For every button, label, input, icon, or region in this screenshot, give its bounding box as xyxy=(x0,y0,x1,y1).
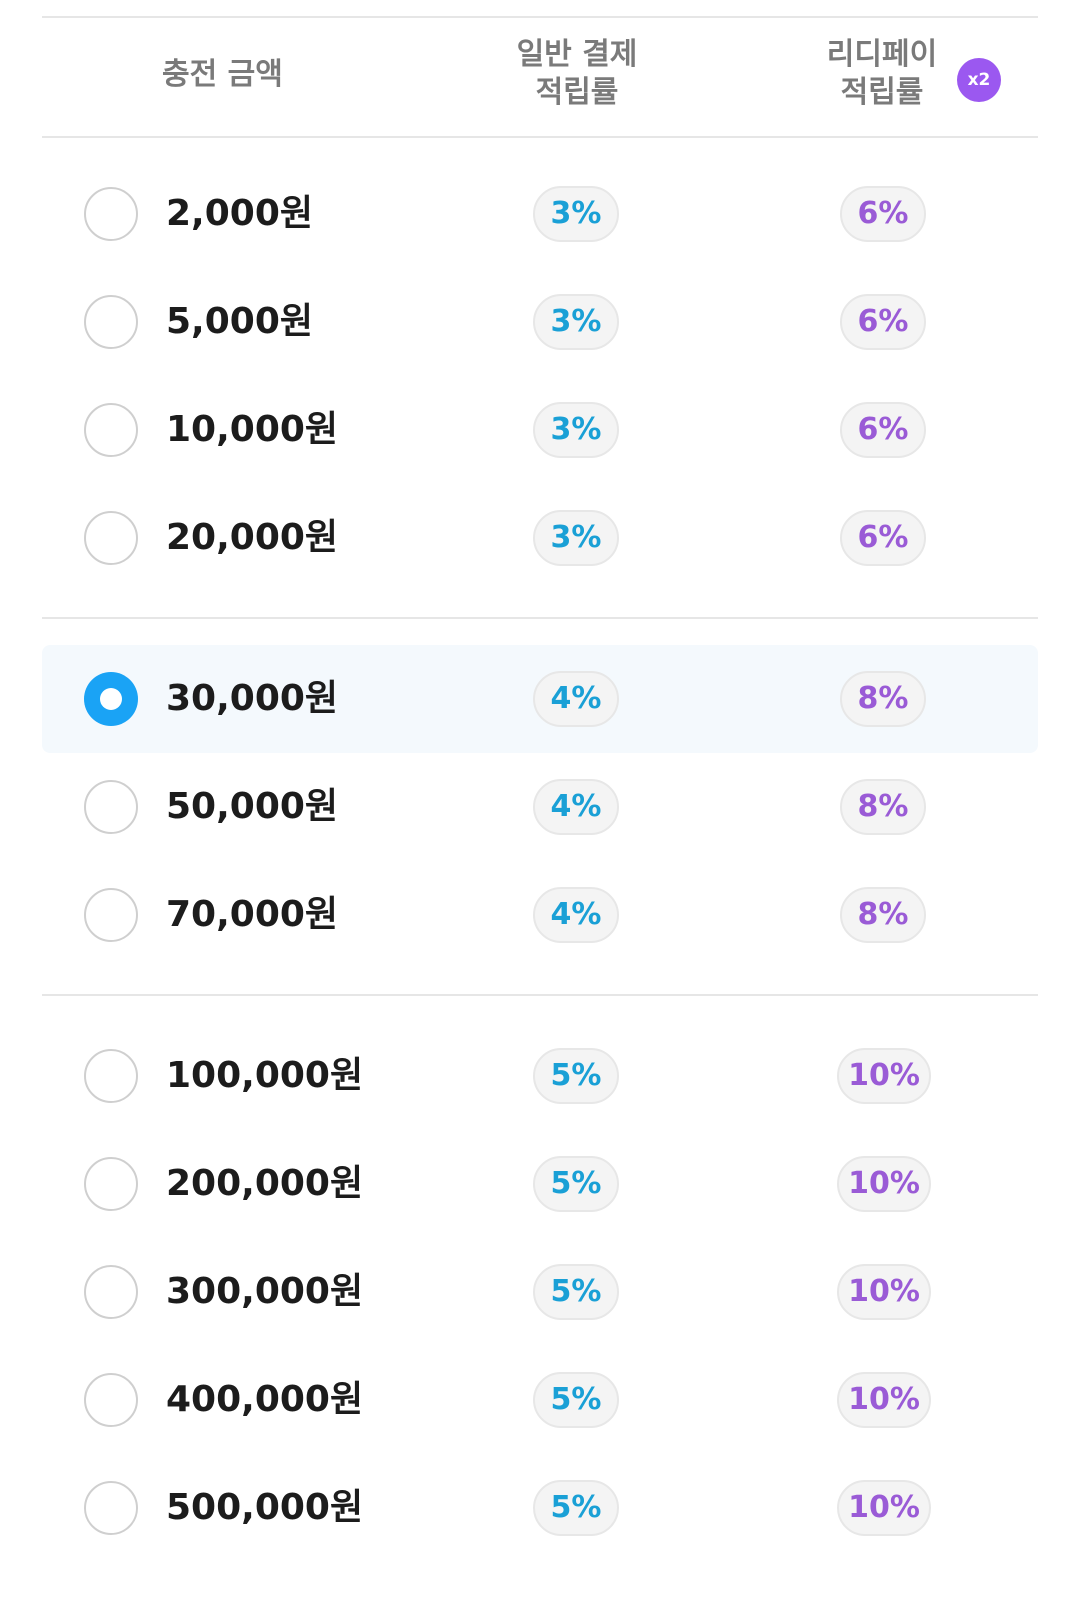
normal-rate-badge: 4% xyxy=(533,887,619,943)
amount-label: 2,000원 xyxy=(166,193,313,234)
charge-option-row[interactable]: 70,000원 4% 8% xyxy=(42,861,1038,969)
radio-button[interactable] xyxy=(84,1049,138,1103)
charge-option-row[interactable]: 10,000원 3% 6% xyxy=(42,376,1038,484)
ridipay-rate-badge: 6% xyxy=(840,510,926,566)
ridipay-rate-badge: 8% xyxy=(840,671,926,727)
ridipay-rate-badge: 8% xyxy=(840,887,926,943)
charge-option-row[interactable]: 5,000원 3% 6% xyxy=(42,268,1038,376)
normal-rate-badge: 4% xyxy=(533,671,619,727)
ridipay-rate-badge: 8% xyxy=(840,779,926,835)
header-amount-label: 충전 금액 xyxy=(162,57,283,92)
charge-option-row[interactable]: 20,000원 3% 6% xyxy=(42,484,1038,592)
normal-rate-badge: 5% xyxy=(533,1048,619,1104)
charge-option-row[interactable]: 500,000원 5% 10% xyxy=(42,1454,1038,1562)
header-ridipay-rate-label: 리디페이 적립률 xyxy=(817,36,947,112)
radio-button[interactable] xyxy=(84,403,138,457)
amount-label: 300,000원 xyxy=(166,1271,364,1312)
top-divider xyxy=(42,16,1038,18)
radio-button[interactable] xyxy=(84,1373,138,1427)
ridipay-rate-badge: 10% xyxy=(837,1480,931,1536)
header-normal-line2: 적립률 xyxy=(535,75,619,110)
ridipay-rate-badge: 6% xyxy=(840,186,926,242)
ridipay-rate-badge: 10% xyxy=(837,1264,931,1320)
amount-label: 500,000원 xyxy=(166,1487,364,1528)
radio-button[interactable] xyxy=(84,1157,138,1211)
normal-rate-badge: 3% xyxy=(533,510,619,566)
multiplier-badge: x2 xyxy=(957,58,1001,102)
radio-button[interactable] xyxy=(84,511,138,565)
header-ridipay-line1: 리디페이 xyxy=(826,37,938,72)
normal-rate-badge: 5% xyxy=(533,1372,619,1428)
group-divider xyxy=(42,994,1038,996)
amount-label: 200,000원 xyxy=(166,1163,364,1204)
radio-button[interactable] xyxy=(84,780,138,834)
radio-button[interactable] xyxy=(84,187,138,241)
amount-label: 50,000원 xyxy=(166,786,339,827)
normal-rate-badge: 5% xyxy=(533,1264,619,1320)
header-normal-line1: 일반 결제 xyxy=(516,37,638,72)
radio-button[interactable] xyxy=(84,888,138,942)
normal-rate-badge: 4% xyxy=(533,779,619,835)
charge-option-row[interactable]: 200,000원 5% 10% xyxy=(42,1130,1038,1238)
radio-button[interactable] xyxy=(84,295,138,349)
radio-button[interactable] xyxy=(84,1481,138,1535)
amount-label: 400,000원 xyxy=(166,1379,364,1420)
charge-option-row[interactable]: 50,000원 4% 8% xyxy=(42,753,1038,861)
normal-rate-badge: 5% xyxy=(533,1156,619,1212)
charge-option-row[interactable]: 100,000원 5% 10% xyxy=(42,1022,1038,1130)
normal-rate-badge: 3% xyxy=(533,186,619,242)
charge-option-row[interactable]: 400,000원 5% 10% xyxy=(42,1346,1038,1454)
amount-label: 20,000원 xyxy=(166,517,339,558)
header-ridipay-line2: 적립률 xyxy=(840,75,924,110)
normal-rate-badge: 3% xyxy=(533,294,619,350)
ridipay-rate-badge: 10% xyxy=(837,1372,931,1428)
amount-label: 5,000원 xyxy=(166,301,313,342)
ridipay-rate-badge: 6% xyxy=(840,402,926,458)
amount-label: 100,000원 xyxy=(166,1055,364,1096)
table-header: 충전 금액 일반 결제 적립률 리디페이 적립률 x2 xyxy=(42,18,1038,138)
charge-option-row[interactable]: 2,000원 3% 6% xyxy=(42,160,1038,268)
amount-label: 30,000원 xyxy=(166,678,339,719)
radio-button[interactable] xyxy=(84,1265,138,1319)
header-normal-rate-label: 일반 결제 적립률 xyxy=(512,36,642,112)
radio-button-checked[interactable] xyxy=(84,672,138,726)
ridipay-rate-badge: 6% xyxy=(840,294,926,350)
amount-label: 70,000원 xyxy=(166,894,339,935)
charge-option-row[interactable]: 300,000원 5% 10% xyxy=(42,1238,1038,1346)
normal-rate-badge: 5% xyxy=(533,1480,619,1536)
charge-option-row-selected[interactable]: 30,000원 4% 8% xyxy=(42,645,1038,753)
amount-label: 10,000원 xyxy=(166,409,339,450)
ridipay-rate-badge: 10% xyxy=(837,1048,931,1104)
ridipay-rate-badge: 10% xyxy=(837,1156,931,1212)
group-divider xyxy=(42,617,1038,619)
normal-rate-badge: 3% xyxy=(533,402,619,458)
